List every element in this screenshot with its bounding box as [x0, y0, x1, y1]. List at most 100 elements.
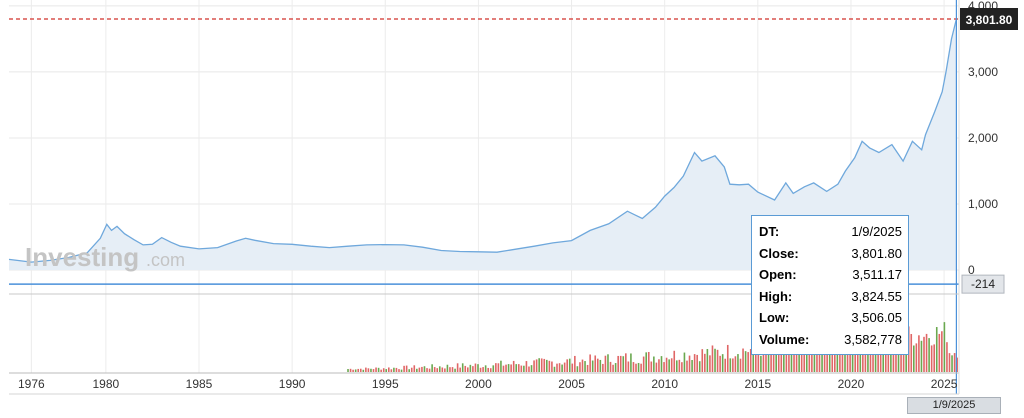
volume-bar	[808, 353, 811, 372]
volume-bar	[655, 362, 658, 372]
volume-bar	[461, 363, 464, 372]
volume-bar	[805, 346, 808, 372]
volume-bar	[617, 355, 619, 372]
volume-bar	[576, 366, 579, 372]
last-price-tag-label: 3,801.80	[966, 13, 1013, 27]
volume-bar	[510, 364, 512, 372]
volume-bar	[754, 348, 757, 372]
volume-bar	[418, 367, 421, 372]
tooltip-key: High:	[759, 288, 793, 304]
volume-bar	[826, 343, 828, 372]
volume-bar	[900, 344, 902, 372]
volume-bar	[517, 364, 520, 372]
volume-bar	[395, 367, 398, 372]
volume-bar	[849, 348, 851, 372]
volume-bar	[416, 368, 418, 372]
x-tick-label: 1990	[279, 377, 306, 391]
tooltip-value: 3,511.17	[852, 267, 902, 283]
volume-bar	[767, 348, 770, 372]
volume-bar	[706, 349, 709, 372]
volume-bar	[574, 355, 576, 372]
volume-bar	[882, 344, 885, 372]
volume-bar	[546, 359, 548, 372]
volume-bar	[948, 353, 951, 372]
tooltip-value: 1/9/2025	[851, 224, 902, 239]
volume-bar	[918, 335, 920, 372]
volume-bar	[502, 365, 505, 372]
volume-bar	[739, 358, 742, 372]
volume-bar	[788, 342, 790, 372]
volume-bar	[670, 358, 673, 372]
volume-bar	[599, 359, 602, 372]
volume-bar	[619, 355, 622, 372]
volume-bar	[752, 342, 755, 372]
volume-bar	[920, 340, 923, 372]
volume-bar	[520, 365, 523, 372]
crosshair-date-tag: 1/9/2025	[907, 397, 1001, 414]
volume-bar	[385, 369, 388, 372]
volume-bar	[632, 362, 635, 372]
volume-bar	[441, 367, 444, 372]
volume-bar	[660, 356, 663, 372]
volume-bar	[744, 351, 747, 372]
volume-bar	[444, 368, 446, 372]
volume-bar	[793, 338, 795, 372]
volume-bar	[647, 351, 650, 372]
tooltip-value: 3,506.05	[851, 310, 902, 326]
y-tick-label: 2,000	[968, 131, 998, 145]
tooltip-value: 3,582,778	[844, 331, 902, 347]
volume-bar	[642, 356, 645, 372]
volume-bar	[566, 359, 568, 372]
volume-bar	[451, 367, 454, 372]
volume-bar	[938, 333, 941, 372]
volume-bar	[640, 363, 642, 372]
volume-bar	[489, 368, 492, 372]
volume-bar	[563, 362, 566, 372]
x-tick-label: 1995	[372, 377, 399, 391]
volume-bar	[663, 362, 665, 372]
y-tick-label: 3,000	[968, 65, 998, 79]
volume-bar	[589, 354, 591, 372]
volume-bar	[540, 358, 543, 372]
volume-bar	[472, 366, 474, 372]
volume-bar	[553, 366, 556, 372]
volume-bar	[726, 344, 729, 372]
volume-bar	[724, 358, 727, 372]
volume-bar	[505, 364, 507, 372]
x-tick-label: 2025	[931, 377, 958, 391]
volume-bar	[859, 339, 862, 372]
volume-bar	[464, 365, 467, 372]
volume-bar	[459, 367, 461, 372]
volume-bar	[698, 361, 701, 372]
volume-bar	[365, 367, 367, 372]
x-tick-label: 1985	[186, 377, 213, 391]
volume-bar	[828, 344, 831, 372]
volume-bar	[380, 369, 382, 372]
tooltip-key: Close:	[759, 245, 799, 261]
volume-bar	[367, 368, 370, 372]
volume-bar	[816, 341, 818, 372]
tooltip-row: Close: 3,801.80	[759, 243, 902, 265]
volume-bar	[770, 340, 772, 372]
volume-bar	[558, 363, 561, 372]
tooltip-row: Volume: 3,582,778	[759, 329, 902, 351]
volume-bar	[658, 359, 660, 372]
volume-bar	[584, 361, 586, 372]
volume-bar	[928, 338, 930, 372]
volume-bar	[762, 341, 765, 372]
volume-bar	[469, 364, 472, 372]
x-tick-label: 2010	[651, 377, 678, 391]
volume-bar	[650, 361, 653, 372]
volume-bar	[696, 354, 698, 372]
price-line	[8, 18, 958, 263]
volume-bar	[426, 368, 428, 372]
volume-bar	[347, 369, 349, 372]
volume-bar	[930, 345, 933, 372]
volume-bar	[433, 367, 436, 372]
volume-bar	[673, 350, 676, 372]
volume-bar	[665, 357, 668, 372]
volume-bar	[839, 345, 841, 372]
volume-bar	[382, 368, 385, 372]
volume-bar	[869, 339, 872, 372]
